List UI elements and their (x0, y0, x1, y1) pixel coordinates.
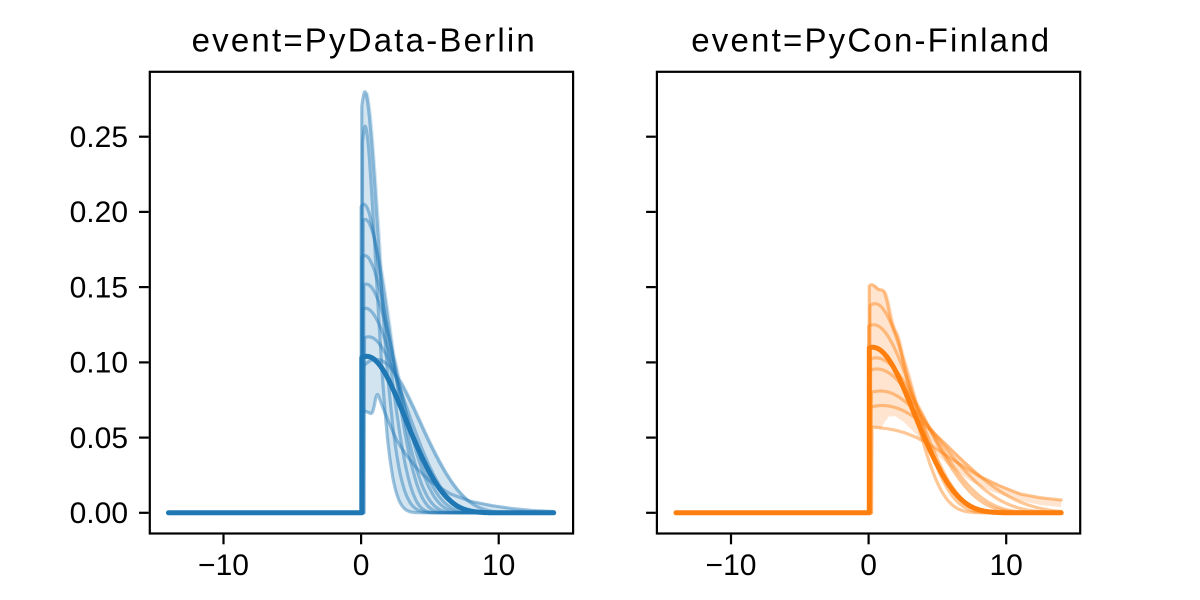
svg-text:−10: −10 (198, 549, 249, 582)
svg-text:0.05: 0.05 (70, 422, 128, 455)
svg-text:0.10: 0.10 (70, 347, 128, 380)
svg-text:10: 10 (482, 549, 515, 582)
svg-text:0.15: 0.15 (70, 271, 128, 304)
svg-text:event=PyData-Berlin: event=PyData-Berlin (192, 22, 537, 59)
svg-text:0: 0 (860, 549, 877, 582)
svg-text:−10: −10 (706, 549, 757, 582)
svg-text:0.20: 0.20 (70, 196, 128, 229)
svg-text:10: 10 (990, 549, 1023, 582)
svg-text:event=PyCon-Finland: event=PyCon-Finland (691, 22, 1051, 59)
svg-text:0.25: 0.25 (70, 121, 128, 154)
svg-text:0: 0 (353, 549, 370, 582)
svg-text:0.00: 0.00 (70, 497, 128, 530)
